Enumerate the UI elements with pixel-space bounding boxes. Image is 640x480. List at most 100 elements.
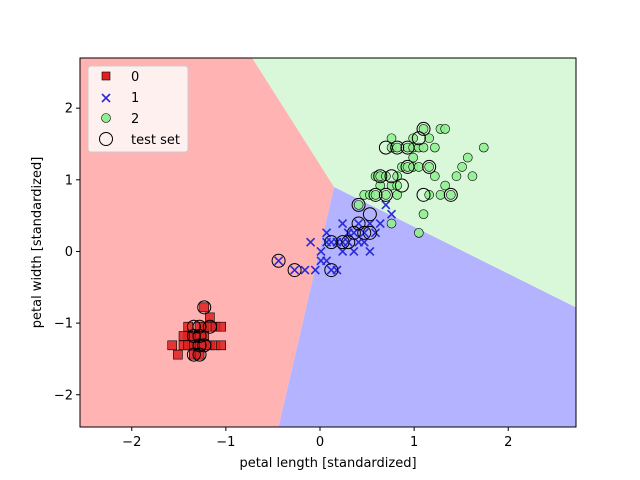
point-class-2-36 — [451, 171, 462, 182]
point-class-1-6 — [316, 246, 326, 257]
point-class-1-17 — [343, 237, 353, 247]
legend-marker-1 — [101, 93, 111, 103]
point-class-2-27 — [424, 162, 434, 172]
point-class-2-29 — [424, 133, 434, 144]
x-tick-label-0: −2 — [122, 435, 141, 450]
legend-label-0: 0 — [131, 70, 139, 85]
point-class-1-26 — [365, 246, 375, 257]
test-set-point-19 — [362, 225, 377, 240]
x-tick-label-3: 1 — [410, 435, 418, 450]
test-set-point-6 — [192, 319, 207, 334]
point-class-1-30 — [386, 209, 397, 219]
point-class-2-40 — [478, 142, 489, 153]
point-class-1-4 — [310, 265, 320, 275]
test-set-point-27 — [394, 178, 409, 193]
y-tick-label-1: −1 — [54, 317, 73, 332]
test-set-point-25 — [378, 140, 393, 155]
point-class-2-3 — [370, 190, 381, 200]
test-set-point-3 — [192, 347, 207, 362]
point-class-2-7 — [381, 190, 391, 200]
test-set-point-14 — [335, 235, 350, 250]
test-set-point-18 — [357, 225, 372, 240]
test-set-point-12 — [324, 235, 339, 250]
axes-frame — [79, 57, 577, 428]
test-set-point-11 — [287, 263, 302, 278]
point-class-0-15 — [199, 302, 210, 313]
point-class-2-0 — [353, 200, 364, 210]
test-set-point-8 — [192, 329, 207, 344]
point-class-1-27 — [370, 228, 381, 238]
point-class-2-37 — [457, 162, 467, 172]
point-class-0-21 — [216, 321, 226, 332]
point-class-2-24 — [414, 162, 424, 172]
test-set-point-23 — [378, 187, 393, 202]
test-set-point-33 — [416, 187, 431, 202]
region-class-2 — [252, 58, 576, 308]
point-class-2-42 — [386, 218, 397, 229]
test-set-point-24 — [373, 169, 388, 184]
test-set-point-4 — [186, 347, 201, 362]
legend-marker-2 — [101, 113, 111, 123]
y-tick-label-0: −2 — [54, 388, 73, 403]
y-tick-label-4: 2 — [65, 102, 73, 117]
point-class-2-11 — [386, 133, 397, 144]
point-class-2-34 — [440, 180, 450, 191]
test-set-point-10 — [271, 253, 286, 268]
point-class-2-8 — [381, 171, 391, 182]
y-axis-ticks: −2 −1 0 1 2 — [54, 102, 80, 403]
test-set-point-20 — [362, 207, 377, 222]
point-class-1-3 — [306, 237, 316, 247]
point-class-2-21 — [408, 133, 418, 144]
point-class-1-2 — [300, 265, 310, 275]
legend-label-2: 2 — [131, 112, 139, 127]
x-tick-label-1: −1 — [216, 435, 235, 450]
test-set-point-16 — [346, 225, 361, 240]
point-class-2-14 — [392, 142, 402, 153]
test-set-point-21 — [351, 197, 366, 212]
test-set-point-7 — [197, 300, 212, 315]
x-axis-ticks: −2 −1 0 1 2 — [122, 427, 512, 450]
y-tick-label-3: 1 — [65, 173, 73, 188]
legend: 0 1 2 test set — [87, 65, 189, 153]
point-class-1-0 — [274, 256, 284, 266]
test-set-point-28 — [390, 140, 405, 155]
test-set-point-29 — [400, 159, 415, 174]
data-points — [167, 121, 489, 362]
legend-box — [87, 65, 189, 153]
x-tick-label-2: 0 — [316, 435, 324, 450]
point-class-0-0 — [167, 340, 178, 351]
point-class-2-19 — [408, 152, 418, 163]
point-class-1-16 — [338, 246, 348, 257]
point-class-2-35 — [446, 190, 456, 200]
point-class-1-15 — [338, 218, 348, 229]
test-set-point-9 — [202, 319, 217, 334]
point-class-0-20 — [205, 312, 215, 323]
test-set-point-22 — [368, 187, 383, 202]
test-set-point-13 — [324, 263, 339, 278]
point-class-1-28 — [375, 218, 385, 229]
test-set-point-31 — [411, 131, 426, 146]
test-set-point-26 — [384, 169, 399, 184]
point-class-2-28 — [424, 190, 434, 200]
point-class-2-33 — [440, 124, 450, 134]
legend-marker-0 — [101, 71, 111, 81]
point-class-0-1 — [173, 349, 183, 360]
point-class-1-1 — [290, 265, 300, 275]
point-class-2-32 — [435, 190, 446, 200]
point-class-2-41 — [418, 209, 429, 219]
legend-marker-test-set — [99, 132, 113, 146]
legend-label-test-set: test set — [131, 133, 180, 148]
point-class-2-30 — [430, 142, 440, 153]
test-set-point-32 — [416, 121, 431, 136]
test-set-point-35 — [443, 187, 458, 202]
test-set-point-34 — [422, 159, 437, 174]
y-tick-label-2: 0 — [65, 245, 73, 260]
point-class-2-23 — [414, 228, 424, 238]
point-class-0-22 — [216, 340, 226, 351]
point-class-1-24 — [359, 237, 369, 247]
test-set-point-30 — [400, 140, 415, 155]
point-class-0-23 — [178, 331, 189, 341]
point-class-1-23 — [359, 228, 369, 238]
point-class-1-25 — [365, 218, 375, 229]
point-class-2-39 — [467, 171, 478, 182]
